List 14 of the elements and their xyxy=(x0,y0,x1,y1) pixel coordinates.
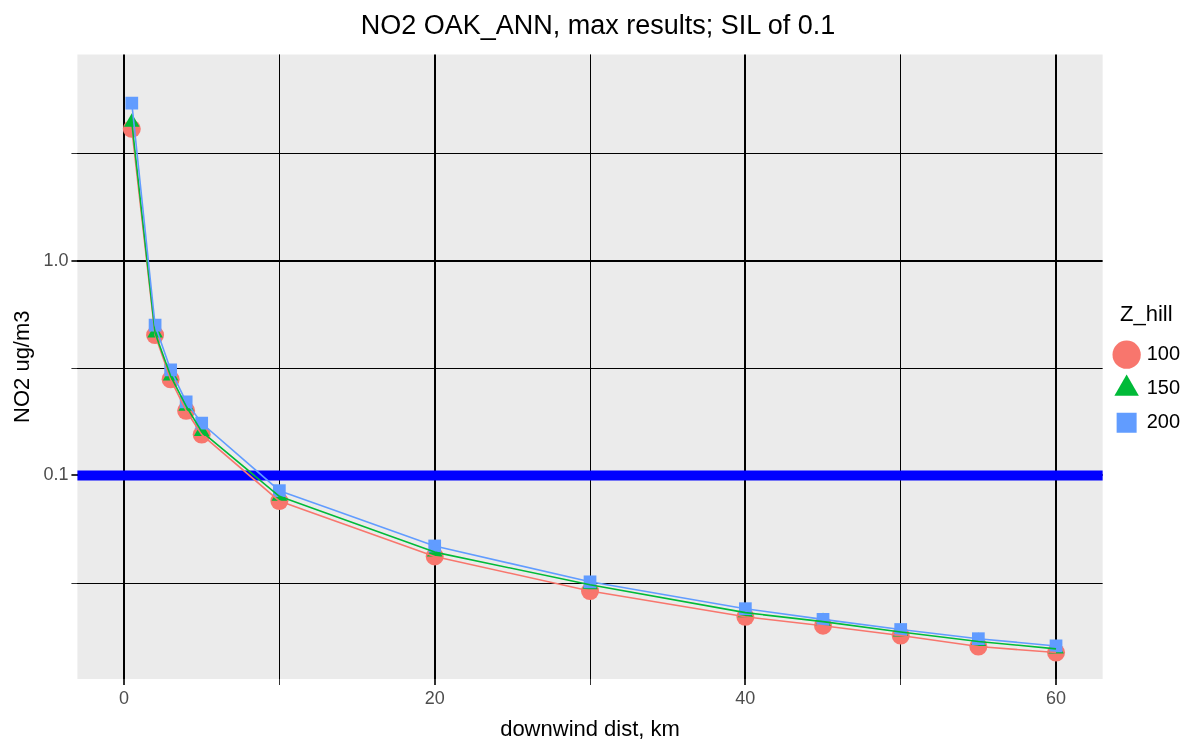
chart-title: NO2 OAK_ANN, max results; SIL of 0.1 xyxy=(360,9,836,40)
x-tick-label: 60 xyxy=(1046,687,1067,708)
legend-label: 200 xyxy=(1146,410,1181,433)
x-tick-label: 40 xyxy=(735,687,756,708)
y-tick-label: 0.1 xyxy=(43,464,69,485)
y-axis-title: NO2 ug/m3 xyxy=(9,310,35,423)
x-tick-label: 20 xyxy=(424,687,445,708)
legend-title: Z_hill xyxy=(1120,301,1173,327)
x-tick-label: 0 xyxy=(119,687,130,708)
legend-label: 100 xyxy=(1146,342,1181,365)
legend-label: 150 xyxy=(1146,376,1181,399)
y-tick-label: 1.0 xyxy=(43,249,69,270)
x-axis-title: downwind dist, km xyxy=(500,715,680,741)
point xyxy=(125,96,139,110)
